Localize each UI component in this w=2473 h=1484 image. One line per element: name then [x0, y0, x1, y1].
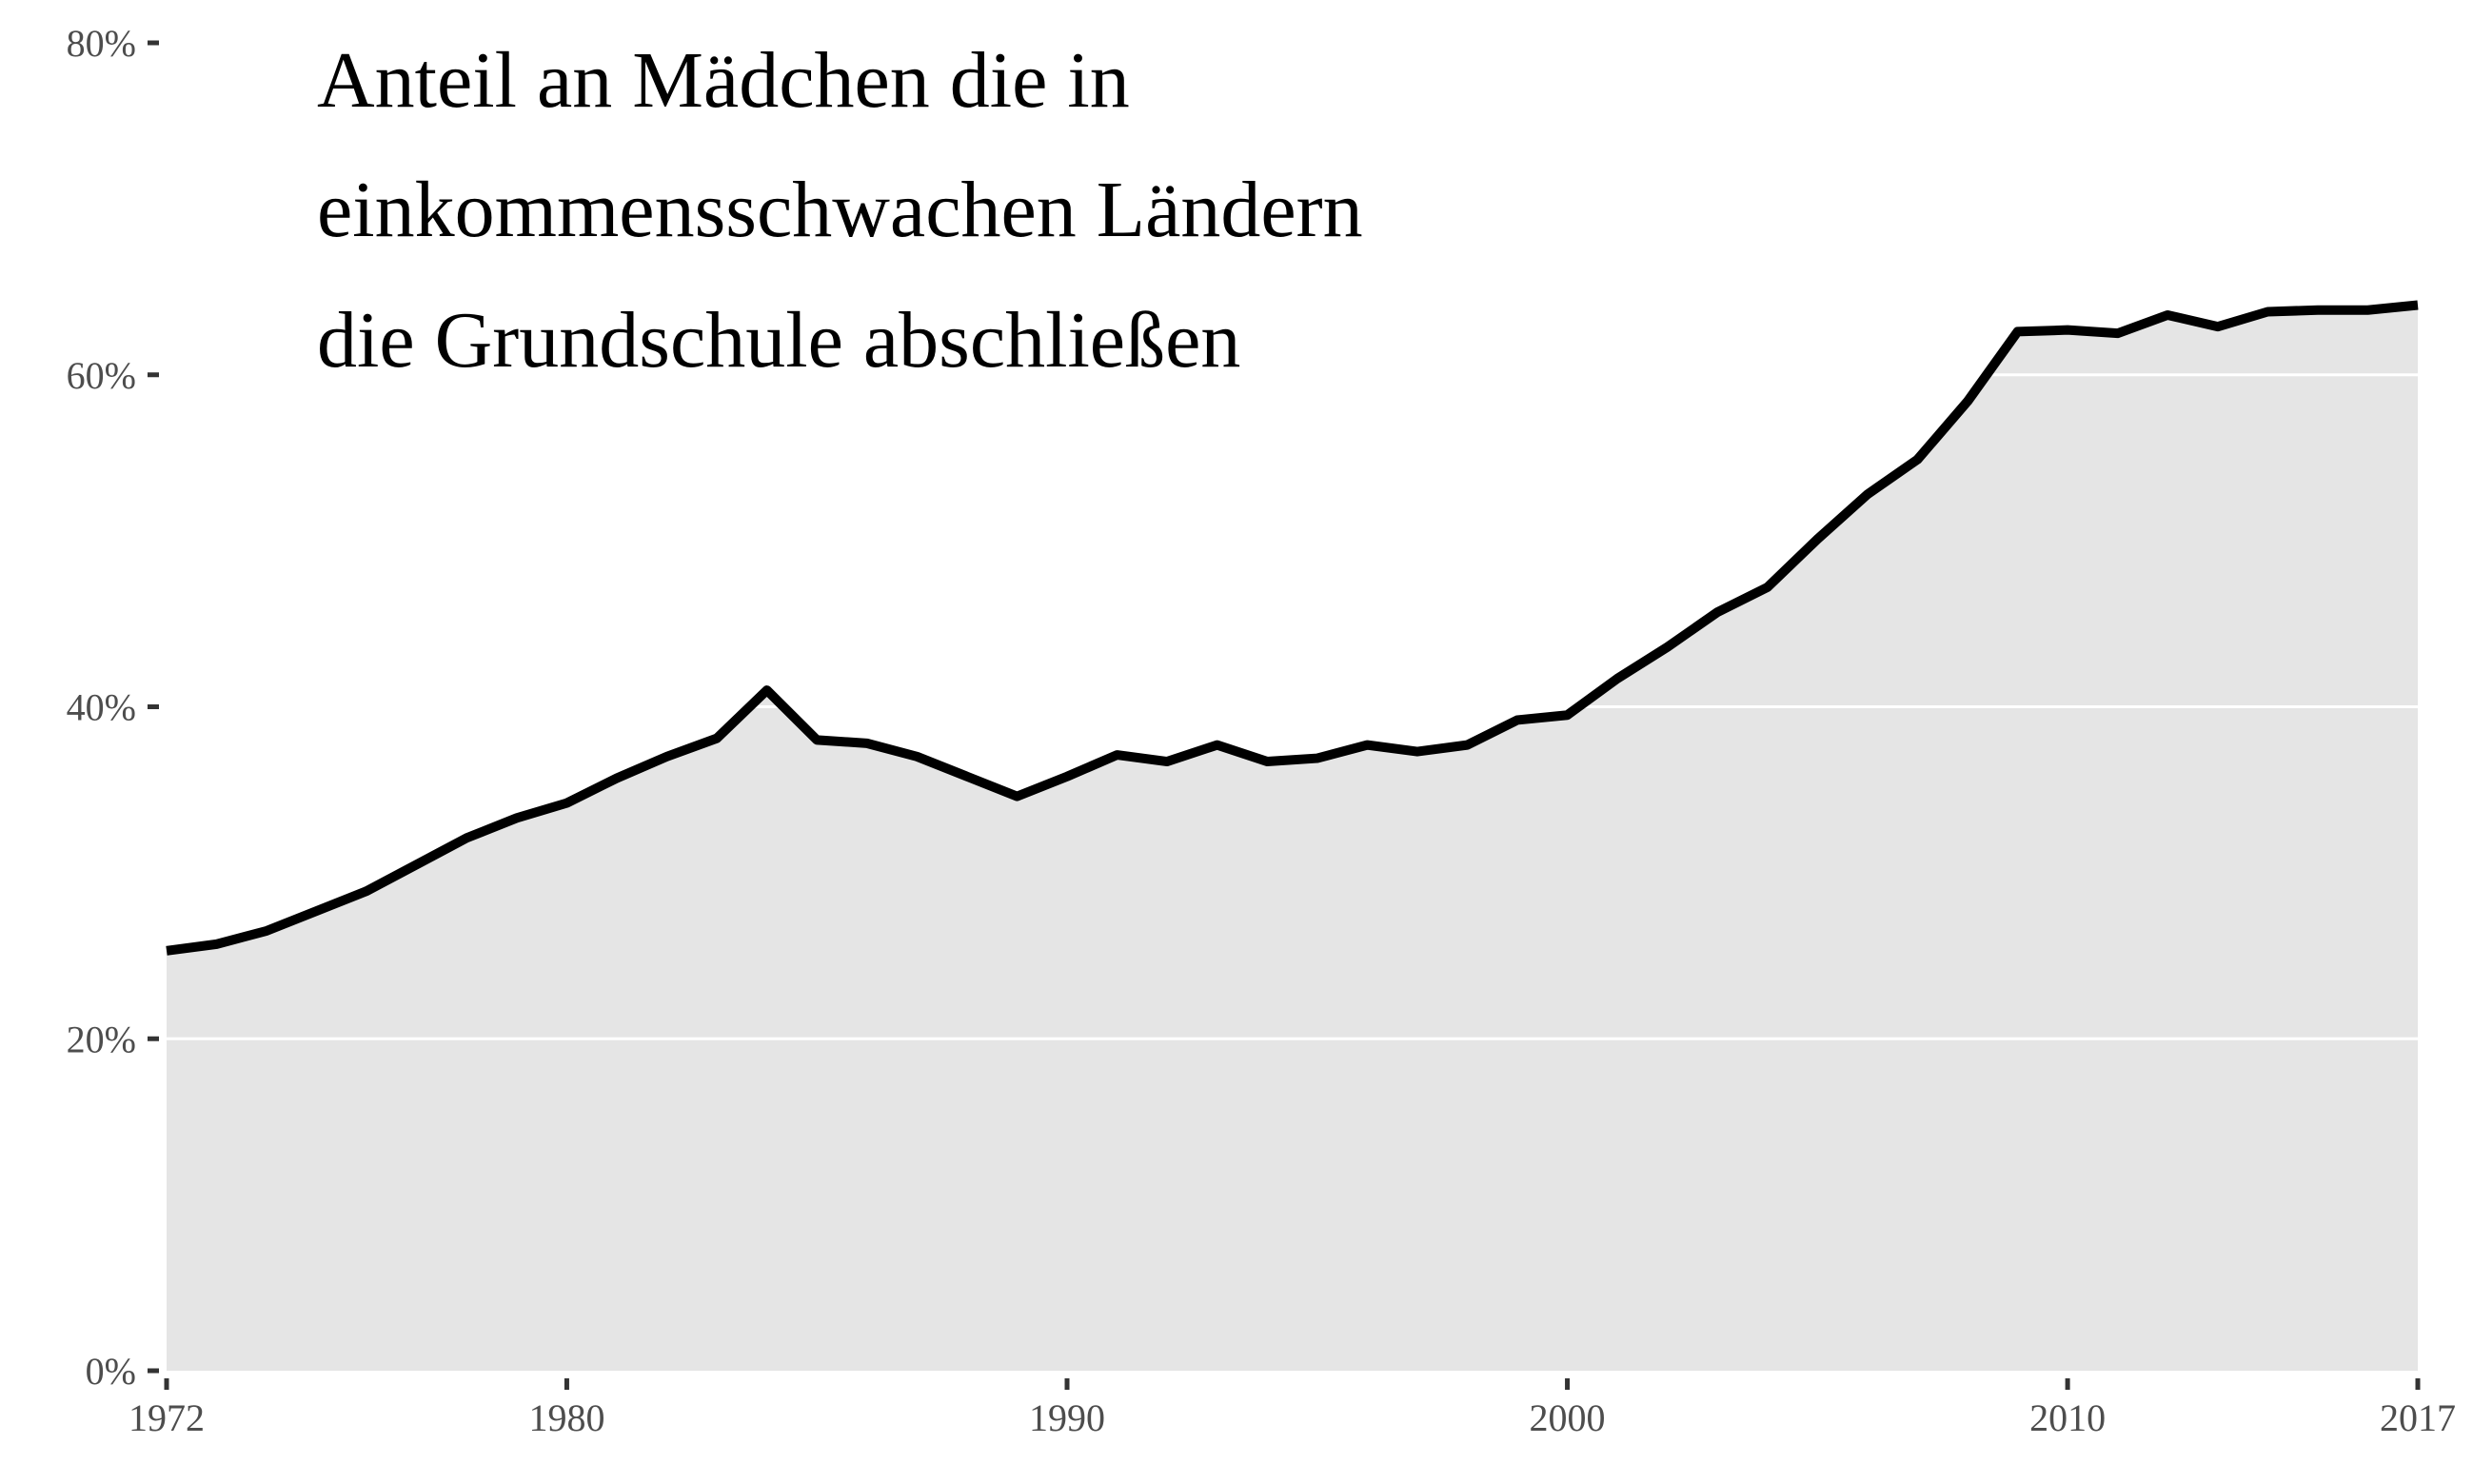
- gridlines: [167, 41, 2418, 1040]
- x-tick-label-1980: 1980: [528, 1396, 604, 1439]
- line-layer: [166, 300, 2419, 956]
- series-line: [166, 300, 2419, 956]
- x-tick-label-2017: 2017: [2380, 1396, 2456, 1439]
- y-tick-label-60: 60%: [67, 354, 136, 397]
- chart-title: Anteil an Mädchen die in einkommensschwa…: [317, 36, 1363, 385]
- title-line-2: einkommensschwachen Ländern: [317, 166, 1363, 254]
- x-tick-label-2000: 2000: [1530, 1396, 1606, 1439]
- y-tick-label-0: 0%: [86, 1350, 136, 1393]
- x-tick-label-1990: 1990: [1029, 1396, 1105, 1439]
- y-tick-label-40: 40%: [67, 686, 136, 729]
- title-line-3: die Grundschule abschließen: [317, 296, 1240, 385]
- y-tick-label-20: 20%: [67, 1018, 136, 1060]
- x-tick-label-2010: 2010: [2029, 1396, 2106, 1439]
- axes: 0% 20% 40% 60% 80% 1972 1980 1990 2000 2010 2017: [67, 22, 2456, 1439]
- area-fill: [167, 305, 2418, 1372]
- x-tick-label-1972: 1972: [129, 1396, 205, 1439]
- title-line-1: Anteil an Mädchen die in: [317, 36, 1130, 125]
- y-tick-label-80: 80%: [67, 22, 136, 65]
- area-layer: [167, 305, 2418, 1372]
